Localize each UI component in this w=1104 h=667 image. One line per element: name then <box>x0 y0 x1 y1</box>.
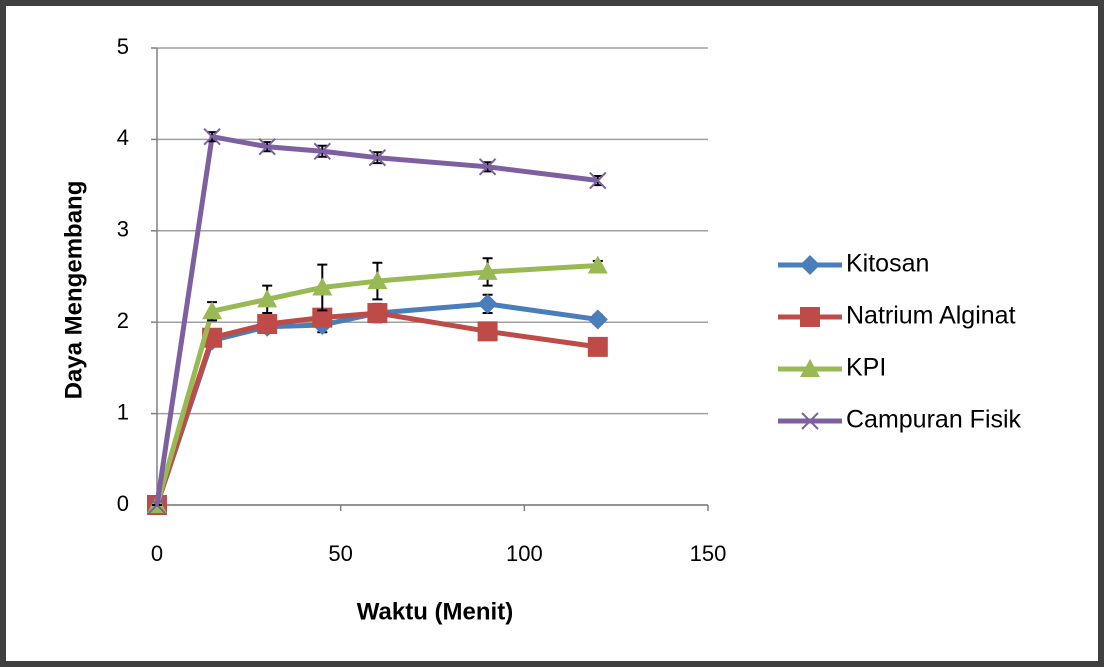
chart: Waktu (Menit) Daya Mengembang 0123450501… <box>0 0 1104 667</box>
y-tick-label: 2 <box>117 308 129 333</box>
page: Waktu (Menit) Daya Mengembang 0123450501… <box>0 0 1104 667</box>
y-tick-label: 1 <box>117 399 129 424</box>
marker <box>257 314 277 334</box>
legend-label: Campuran Fisik <box>846 406 1022 434</box>
y-axis-title: Daya Mengembang <box>60 181 87 400</box>
x-tick-label: 100 <box>506 541 543 566</box>
y-tick-label: 3 <box>117 217 129 242</box>
frame <box>3 3 1101 664</box>
y-tick-label: 4 <box>117 125 129 150</box>
marker <box>478 321 498 341</box>
marker <box>367 303 387 323</box>
y-tick-label: 0 <box>117 491 129 516</box>
legend-label: Kitosan <box>846 250 929 278</box>
x-axis-title: Waktu (Menit) <box>357 598 513 625</box>
x-tick-label: 0 <box>151 541 163 566</box>
x-tick-label: 50 <box>328 541 352 566</box>
marker <box>800 307 820 327</box>
marker <box>588 337 608 357</box>
y-tick-label: 5 <box>117 34 129 59</box>
legend-label: KPI <box>846 354 886 382</box>
x-tick-label: 150 <box>690 541 727 566</box>
legend-label: Natrium Alginat <box>846 302 1016 330</box>
